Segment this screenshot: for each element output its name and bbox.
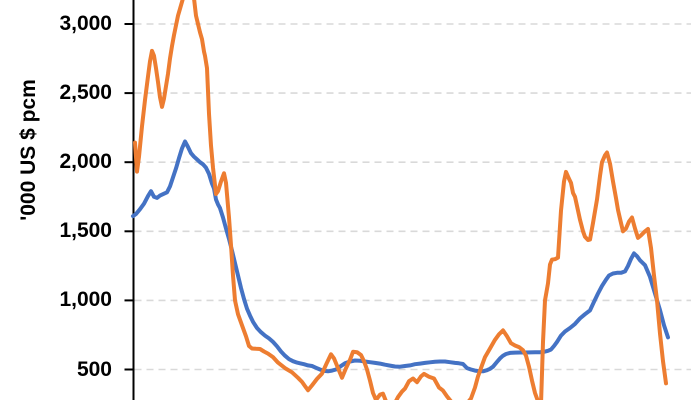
- y-axis-tick-label: 1,000: [59, 288, 112, 312]
- horizontal-gridlines: [134, 23, 691, 371]
- y-axis-tick-label: 1,500: [59, 219, 112, 243]
- blue-series-line: [131, 139, 670, 374]
- y-axis: [124, 0, 135, 400]
- y-axis-tick-label: 500: [76, 357, 112, 381]
- y-axis-tick-label: 3,000: [59, 12, 112, 35]
- y-axis-tick-label: 2,000: [59, 150, 112, 174]
- y-axis-tick-label: 2,500: [59, 81, 112, 105]
- data-series-lines: [131, 0, 670, 400]
- orange-series-line: [133, 0, 668, 400]
